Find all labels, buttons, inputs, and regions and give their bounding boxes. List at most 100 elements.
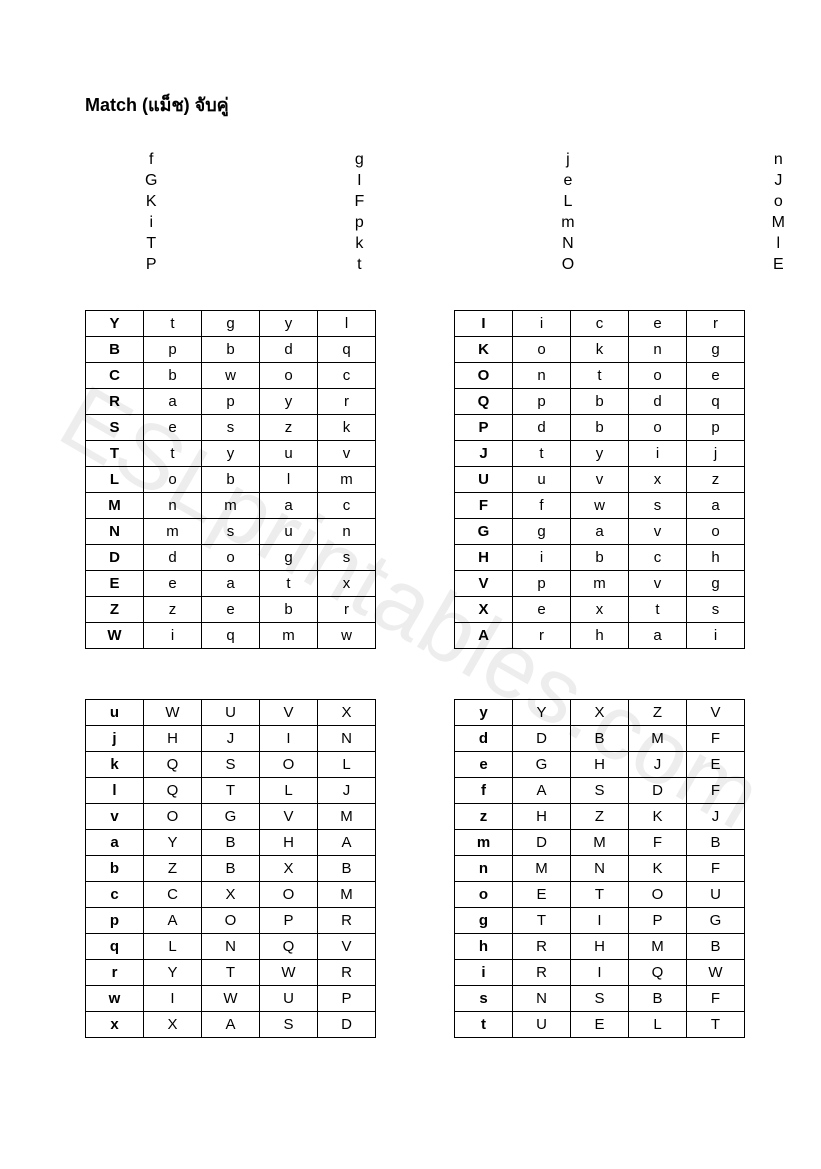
row-head: d: [455, 726, 513, 752]
cell: T: [202, 960, 260, 986]
cell: B: [318, 856, 376, 882]
page-title: Match (แม็ช) จับคู่: [85, 90, 736, 119]
cell: T: [571, 882, 629, 908]
cell: F: [687, 986, 745, 1012]
cell: X: [144, 1012, 202, 1038]
row-head: u: [86, 700, 144, 726]
row-head: o: [455, 882, 513, 908]
row-head: U: [455, 467, 513, 493]
row-head: B: [86, 337, 144, 363]
cell: P: [318, 986, 376, 1012]
cell: z: [687, 467, 745, 493]
row-head: p: [86, 908, 144, 934]
cell: X: [318, 700, 376, 726]
row-head: w: [86, 986, 144, 1012]
cell: r: [318, 389, 376, 415]
column-letter: E: [773, 254, 784, 275]
cell: E: [571, 1012, 629, 1038]
cell: h: [687, 545, 745, 571]
cell: d: [629, 389, 687, 415]
cell: g: [202, 311, 260, 337]
cell: S: [571, 778, 629, 804]
row-head: j: [86, 726, 144, 752]
cell: o: [629, 415, 687, 441]
cell: t: [571, 363, 629, 389]
cell: B: [571, 726, 629, 752]
column-letter: O: [562, 254, 574, 275]
cell: x: [571, 597, 629, 623]
cell: r: [687, 311, 745, 337]
cell: e: [629, 311, 687, 337]
row-head: f: [455, 778, 513, 804]
cell: M: [629, 934, 687, 960]
row-head: I: [455, 311, 513, 337]
cell: L: [260, 778, 318, 804]
cell: p: [144, 337, 202, 363]
cell: N: [202, 934, 260, 960]
cell: c: [318, 493, 376, 519]
cell: o: [260, 363, 318, 389]
cell: Y: [513, 700, 571, 726]
row-head: O: [455, 363, 513, 389]
cell: E: [687, 752, 745, 778]
row-head: k: [86, 752, 144, 778]
cell: u: [260, 519, 318, 545]
cell: t: [513, 441, 571, 467]
cell: F: [687, 778, 745, 804]
cell: A: [318, 830, 376, 856]
cell: N: [571, 856, 629, 882]
tables-row-bottom: uWUVXjHJINkQSOLlQTLJvOGVMaYBHAbZBXBcCXOM…: [85, 699, 745, 1038]
cell: F: [629, 830, 687, 856]
cell: a: [202, 571, 260, 597]
cell: O: [260, 752, 318, 778]
column-letter: i: [149, 212, 153, 233]
row-head: X: [455, 597, 513, 623]
cell: H: [571, 934, 629, 960]
column-letter: e: [564, 170, 573, 191]
cell: a: [144, 389, 202, 415]
cell: z: [144, 597, 202, 623]
cell: H: [571, 752, 629, 778]
cell: T: [513, 908, 571, 934]
row-head: c: [86, 882, 144, 908]
column-letter: m: [561, 212, 574, 233]
cell: x: [629, 467, 687, 493]
column-1: fGKiTP: [145, 149, 157, 275]
column-letter: F: [354, 191, 364, 212]
cell: V: [687, 700, 745, 726]
cell: m: [144, 519, 202, 545]
cell: B: [629, 986, 687, 1012]
cell: j: [687, 441, 745, 467]
row-head: Y: [86, 311, 144, 337]
cell: b: [571, 389, 629, 415]
table-bottom-right: yYXZVdDBMFeGHJEfASDFzHZKJmDMFBnMNKFoETOU…: [454, 699, 745, 1038]
cell: b: [260, 597, 318, 623]
cell: a: [629, 623, 687, 649]
row-head: h: [455, 934, 513, 960]
cell: Q: [260, 934, 318, 960]
cell: o: [513, 337, 571, 363]
row-head: m: [455, 830, 513, 856]
cell: g: [260, 545, 318, 571]
cell: R: [513, 934, 571, 960]
row-head: b: [86, 856, 144, 882]
cell: l: [260, 467, 318, 493]
cell: t: [144, 441, 202, 467]
cell: D: [513, 830, 571, 856]
row-head: s: [455, 986, 513, 1012]
cell: G: [513, 752, 571, 778]
cell: I: [144, 986, 202, 1012]
cell: A: [513, 778, 571, 804]
row-head: D: [86, 545, 144, 571]
cell: W: [202, 986, 260, 1012]
column-letter: t: [357, 254, 361, 275]
cell: i: [687, 623, 745, 649]
cell: B: [202, 856, 260, 882]
column-letter: G: [145, 170, 157, 191]
cell: h: [571, 623, 629, 649]
cell: D: [629, 778, 687, 804]
match-columns: fGKiTP gIFpkt jeLmNO nJoMlE: [145, 149, 785, 275]
cell: d: [513, 415, 571, 441]
cell: y: [571, 441, 629, 467]
column-letter: M: [772, 212, 785, 233]
